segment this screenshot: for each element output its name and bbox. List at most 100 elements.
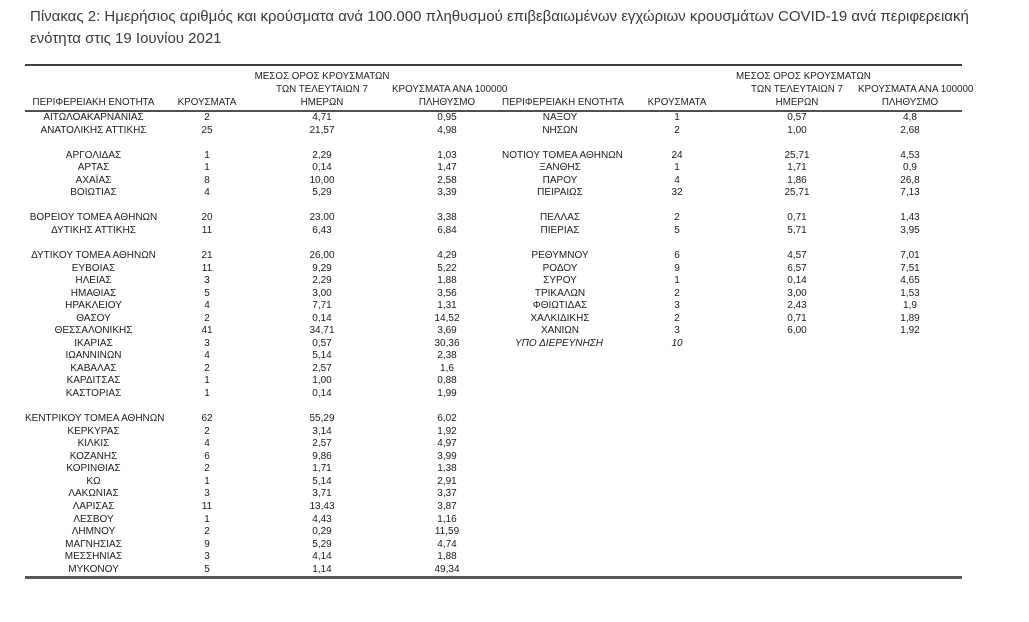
value-cell xyxy=(618,388,736,401)
value-cell xyxy=(736,438,858,451)
region-cell: ΕΥΒΟΙΑΣ xyxy=(71,262,116,274)
value-cell: 3,14 xyxy=(312,425,332,437)
value-cell: 5,71 xyxy=(787,224,807,236)
value-cell: 0,88 xyxy=(437,375,457,387)
value-cell xyxy=(162,401,252,414)
value-cell: 1,43 xyxy=(900,212,920,224)
value-cell: 1 xyxy=(204,513,210,525)
value-cell xyxy=(618,463,736,476)
value-cell: 3,00 xyxy=(312,287,332,299)
value-cell xyxy=(252,200,392,213)
region-cell xyxy=(502,401,618,414)
value-cell xyxy=(858,237,962,250)
region-cell xyxy=(502,438,618,451)
value-cell xyxy=(736,363,858,376)
value-cell xyxy=(736,338,858,351)
value-cell: 6,57 xyxy=(787,262,807,274)
region-cell: ΜΑΓΝΗΣΙΑΣ xyxy=(65,538,122,550)
table-row: ΛΗΜΝΟΥ 2 0,29 11,59 xyxy=(25,526,962,539)
value-cell: 20 xyxy=(201,212,213,224)
region-cell xyxy=(502,539,618,552)
value-cell: 55,29 xyxy=(309,413,335,425)
value-cell: 3,69 xyxy=(437,325,457,337)
region-cell: ΚΕΝΤΡΙΚΟΥ ΤΟΜΕΑ ΑΘΗΝΩΝ xyxy=(25,413,165,425)
value-cell: 1,16 xyxy=(437,513,457,525)
value-cell xyxy=(618,200,736,213)
region-cell: ΚΕΡΚΥΡΑΣ xyxy=(67,425,120,437)
region-cell: ΚΟΖΑΝΗΣ xyxy=(69,450,118,462)
value-cell xyxy=(736,137,858,150)
table-row xyxy=(25,200,962,213)
value-cell xyxy=(618,350,736,363)
region-cell xyxy=(502,488,618,501)
value-cell: 25,71 xyxy=(784,187,810,199)
region-cell: ΥΠΟ ΔΙΕΡΕΥΝΗΣΗ xyxy=(515,337,603,349)
value-cell: 1,31 xyxy=(437,300,457,312)
table-row: ΑΡΤΑΣ 1 0,14 1,47 ΞΑΝΘΗΣ 1 1,71 0,9 xyxy=(25,162,962,175)
region-cell: ΚΑΡΔΙΤΣΑΣ xyxy=(66,375,121,387)
value-cell: 5,29 xyxy=(312,187,332,199)
value-cell: 5 xyxy=(204,563,210,575)
value-cell xyxy=(618,438,736,451)
value-cell: 3,99 xyxy=(437,450,457,462)
value-cell: 1,00 xyxy=(312,375,332,387)
value-cell xyxy=(618,514,736,527)
table-row: ΒΟΡΕΙΟΥ ΤΟΜΕΑ ΑΘΗΝΩΝ 20 23,00 3,38 ΠΕΛΛΑΣ 2 0,… xyxy=(25,212,962,225)
value-cell xyxy=(736,539,858,552)
value-cell: 4,29 xyxy=(437,250,457,262)
value-cell xyxy=(252,401,392,414)
value-cell: 9,29 xyxy=(312,262,332,274)
table-row xyxy=(25,237,962,250)
value-cell: 6 xyxy=(674,250,680,262)
value-cell: 1,00 xyxy=(787,124,807,136)
table-row: ΚΑΡΔΙΤΣΑΣ 1 1,00 0,88 xyxy=(25,375,962,388)
value-cell: 1 xyxy=(204,162,210,174)
region-cell: ΔΥΤΙΚΗΣ ΑΤΤΙΚΗΣ xyxy=(51,224,136,236)
value-cell: 1,38 xyxy=(437,463,457,475)
value-cell: 0,14 xyxy=(312,388,332,400)
region-cell: ΠΕΙΡΑΙΩΣ xyxy=(537,187,583,199)
region-cell: ΧΑΛΚΙΔΙΚΗΣ xyxy=(530,312,590,324)
region-cell: ΚΙΛΚΙΣ xyxy=(77,438,110,450)
value-cell xyxy=(858,501,962,514)
value-cell: 3 xyxy=(204,337,210,349)
table-row: ΗΜΑΘΙΑΣ 5 3,00 3,56 ΤΡΙΚΑΛΩΝ 2 3,00 1,53 xyxy=(25,288,962,301)
table-row: ΕΥΒΟΙΑΣ 11 9,29 5,22 ΡΟΔΟΥ 9 6,57 7,51 xyxy=(25,263,962,276)
value-cell: 3 xyxy=(674,325,680,337)
value-cell xyxy=(618,413,736,426)
value-cell: 3 xyxy=(204,275,210,287)
value-cell xyxy=(858,539,962,552)
value-cell xyxy=(858,200,962,213)
value-cell: 1,92 xyxy=(437,425,457,437)
value-cell xyxy=(736,426,858,439)
header-per100k-left: ΚΡΟΥΣΜΑΤΑ ΑΝΑ 100000 ΠΛΗΘΥΣΜΟ xyxy=(392,65,507,112)
table-row: ΚΕΡΚΥΡΑΣ 2 3,14 1,92 xyxy=(25,426,962,439)
value-cell: 1,9 xyxy=(903,300,917,312)
value-cell: 0,14 xyxy=(312,312,332,324)
value-cell xyxy=(858,338,962,351)
value-cell: 7,51 xyxy=(900,262,920,274)
value-cell: 3,71 xyxy=(312,488,332,500)
region-cell: ΣΥΡΟΥ xyxy=(543,275,577,287)
value-cell: 9,86 xyxy=(312,450,332,462)
table-row: ΜΑΓΝΗΣΙΑΣ 9 5,29 4,74 xyxy=(25,539,962,552)
table-row: ΔΥΤΙΚΟΥ ΤΟΜΕΑ ΑΘΗΝΩΝ 21 26,00 4,29 ΡΕΘΥΜΝΟΥ 6… xyxy=(25,250,962,263)
value-cell xyxy=(858,564,962,578)
value-cell: 6,00 xyxy=(787,325,807,337)
value-cell: 6,02 xyxy=(437,413,457,425)
value-cell xyxy=(858,551,962,564)
region-cell: ΝΟΤΙΟΥ ΤΟΜΕΑ ΑΘΗΝΩΝ xyxy=(502,149,623,161)
value-cell xyxy=(736,413,858,426)
value-cell: 1 xyxy=(204,375,210,387)
region-cell: ΛΑΚΩΝΙΑΣ xyxy=(68,488,119,500)
value-cell: 6 xyxy=(204,450,210,462)
value-cell xyxy=(618,401,736,414)
page-title: Πίνακας 2: Ημερήσιος αριθμός και κρούσμα… xyxy=(30,6,1015,50)
value-cell: 1,92 xyxy=(900,325,920,337)
value-cell xyxy=(736,451,858,464)
region-cell xyxy=(25,237,162,250)
table-row xyxy=(25,137,962,150)
table-row: ΚΕΝΤΡΙΚΟΥ ΤΟΜΕΑ ΑΘΗΝΩΝ 62 55,29 6,02 xyxy=(25,413,962,426)
page-title-line-1: Πίνακας 2: Ημερήσιος αριθμός και κρούσμα… xyxy=(30,8,969,25)
value-cell: 1 xyxy=(204,388,210,400)
